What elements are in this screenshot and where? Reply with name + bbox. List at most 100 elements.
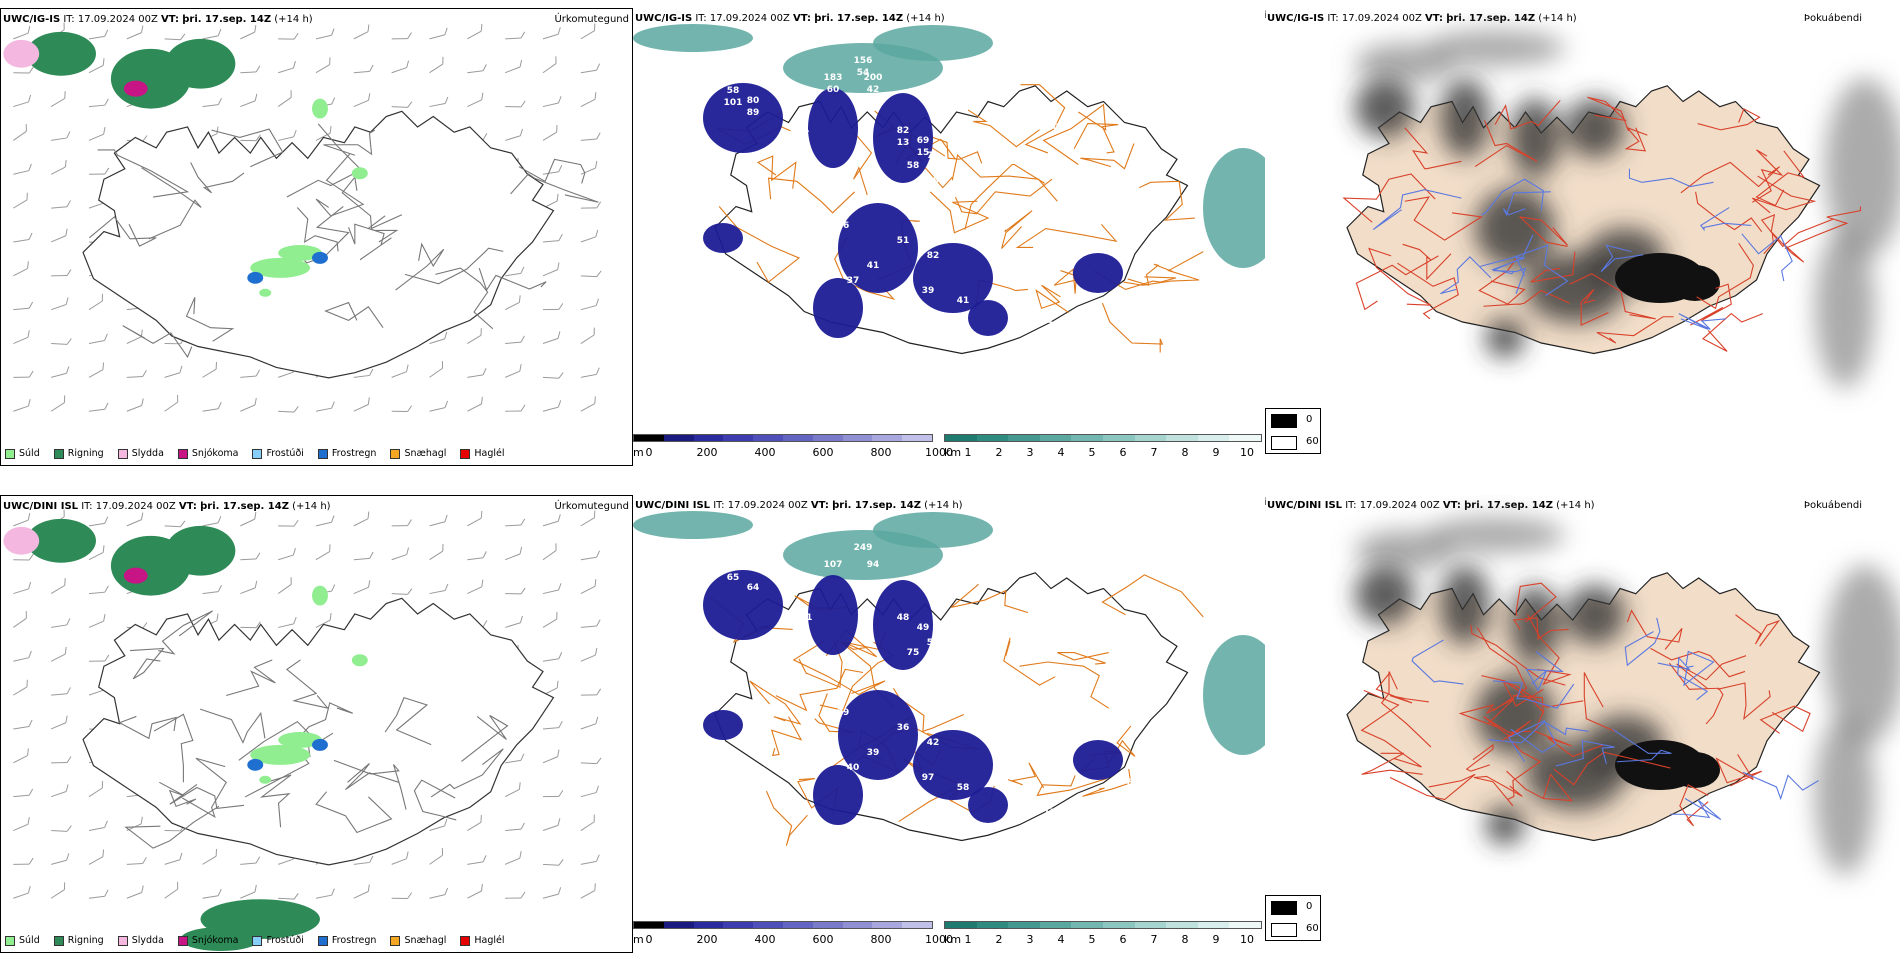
colorbar-tick: 7 (1151, 933, 1158, 946)
cloud-base-label: 82 (1027, 688, 1040, 698)
colorbar-tick: 600 (813, 446, 834, 459)
cloud-base-label: 59 (987, 241, 1000, 251)
precip-map (1, 496, 632, 952)
legend-label: Haglél (474, 448, 504, 459)
colorbar-tick: 8 (1182, 446, 1189, 459)
colorbar-tick: 0 (646, 446, 653, 459)
cloud-base-label: 54 (937, 863, 950, 873)
cloud-base-label: 62 (897, 858, 910, 868)
colorbar-tick: 800 (871, 933, 892, 946)
cloud-base-label: 86 (1057, 818, 1070, 828)
colorbar-tick: 6 (1120, 446, 1127, 459)
legend-label: Snæhagl (404, 448, 446, 459)
cloud-base-label: 82 (927, 251, 940, 261)
cloud-base-label: 57 (1007, 793, 1020, 803)
cloud-base-label: 44 (797, 126, 810, 136)
legend-label: Snjókoma (192, 935, 239, 946)
colorbar-tick: 3 (1027, 933, 1034, 946)
legend-label: Frostregn (332, 448, 377, 459)
cloud-base-label: 84 (797, 138, 810, 148)
cloud-base-label: 51 (897, 236, 910, 246)
colorbar-tick: 1 (965, 446, 972, 459)
colorbar-tick: 0 (646, 933, 653, 946)
cloud-base-label: 40 (847, 763, 860, 773)
legend-swatch (460, 449, 470, 459)
cloud-base-label: 51 (1027, 201, 1040, 211)
legend-swatch (318, 449, 328, 459)
cloud-base-label: 46 (837, 221, 850, 231)
cloud-base-label: 94 (867, 560, 880, 570)
cloud-base-label: 13 (897, 138, 910, 148)
colorbar-tick: 5 (1089, 446, 1096, 459)
cloud-base-label: 97 (922, 773, 935, 783)
legend-label: Frostregn (332, 935, 377, 946)
legend-swatch (178, 449, 188, 459)
colorbar-tick: 5 (1089, 933, 1096, 946)
colorbar-tick: 800 (871, 446, 892, 459)
colorbar-tick: 1 (965, 933, 972, 946)
colorbar-tick: 8 (1182, 933, 1189, 946)
colorbar-tick: 200 (697, 446, 718, 459)
cloud-base-label: 64 (747, 583, 760, 593)
cloud-base-label: 39 (1007, 306, 1020, 316)
legend-swatch (54, 936, 64, 946)
cloud-base-label: 127 (1044, 808, 1063, 818)
legend-label: Frostúði (266, 935, 303, 946)
legend-label: Slydda (132, 448, 164, 459)
cloud-base-label: 107 (824, 560, 843, 570)
fog-map (1265, 495, 1900, 953)
colorbar-tick: 4 (1058, 446, 1065, 459)
legend-item: Súld (5, 935, 40, 946)
colorbar-unit: m (633, 446, 644, 459)
colorbar-strip (944, 434, 1262, 442)
cloud-base-label: 156 (854, 56, 873, 66)
legend-label: Súld (19, 935, 40, 946)
legend-item: Frostregn (318, 935, 377, 946)
legend-label: Snæhagl (404, 935, 446, 946)
cloud-base-label: 49 (927, 176, 940, 186)
fog-legend-label: 0 (1306, 414, 1312, 425)
cloud-base-label: 59 (1047, 111, 1060, 121)
cloud-base-label: 65 (727, 573, 740, 583)
cloud-base-label: 39 (867, 748, 880, 758)
legend-item: Frostregn (318, 448, 377, 459)
fog-map (1265, 8, 1900, 466)
precip-map (1, 9, 632, 465)
colorbar-tick: 10 (1240, 933, 1254, 946)
cloud-base-label: 54 (897, 371, 910, 381)
cloud-base-label: 75 (907, 648, 920, 658)
legend-label: Rigning (68, 448, 104, 459)
cloud-base-label: 69 (917, 136, 930, 146)
cloud-base-label: 41 (957, 296, 970, 306)
precip-type-panel: UWC/IG-IS IT: 17.09.2024 00Z VT: þri. 17… (0, 8, 633, 466)
legend-item: Slydda (118, 448, 164, 459)
cloud-base-label: 76 (1047, 321, 1060, 331)
fog-indicator-panel: Skyggni UWC/IG-IS IT: 17.09.2024 00Z VT:… (1265, 8, 1900, 466)
legend-item: Súld (5, 448, 40, 459)
legend-swatch (178, 936, 188, 946)
legend-label: Frostúði (266, 448, 303, 459)
fog-legend-label: 60 (1306, 436, 1319, 447)
legend-item: Haglél (460, 935, 504, 946)
cloud-base-label: 89 (747, 108, 760, 118)
cloud-base-label: 42 (927, 738, 940, 748)
colorbar-tick: 2 (996, 933, 1003, 946)
cloud-base-label: 60 (827, 85, 840, 95)
cloud-base-label: 44 (987, 728, 1000, 738)
colorbar-tick: 3 (1027, 446, 1034, 459)
cloud-base-label: 85 (947, 676, 960, 686)
fog-legend: 0 60 (1265, 408, 1321, 454)
fog-legend-label: 60 (1306, 923, 1319, 934)
legend-swatch (252, 936, 262, 946)
cloud-base-label: 44 (937, 376, 950, 386)
cloud-base-label: 58 (727, 86, 740, 96)
legend-swatch (252, 449, 262, 459)
cloud-base-label: 65 (912, 843, 925, 853)
